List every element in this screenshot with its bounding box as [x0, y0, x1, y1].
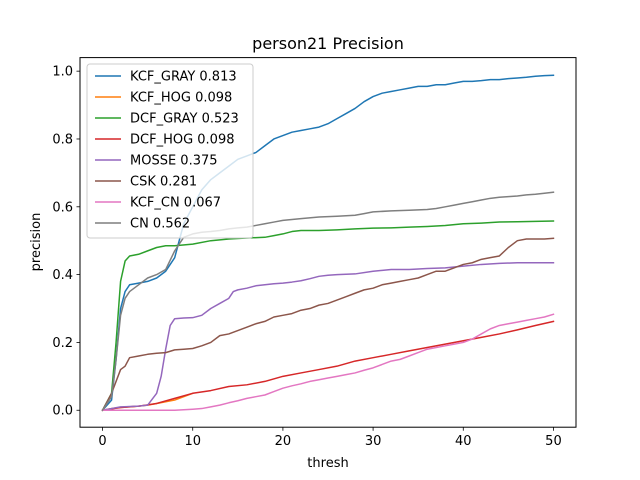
legend-box: [86, 63, 254, 239]
series-line-2: [101, 220, 555, 412]
legend: KCF_GRAY 0.813 KCF_HOG 0.098 DCF_GRAY 0.52…: [86, 63, 254, 239]
legend-entry-5: CSK 0.281: [130, 175, 197, 190]
y-tick-label: 0.2: [52, 336, 73, 351]
series-line-7: [101, 191, 555, 412]
series-line-0: [101, 74, 555, 412]
legend-entry-4: MOSSE 0.375: [130, 154, 218, 169]
series-line-4: [101, 261, 555, 412]
legend-entry-2: DCF_GRAY 0.523: [130, 112, 239, 127]
legend-entry-7: CN 0.562: [130, 217, 190, 232]
series-line-6: [101, 313, 555, 411]
legend-entry-1: KCF_HOG 0.098: [130, 91, 232, 106]
x-tick-label: 30: [365, 434, 382, 449]
x-axis-label: thresh: [307, 456, 348, 471]
plot-frame: [79, 57, 577, 428]
y-tick-label: 1.0: [52, 65, 73, 80]
legend-entry-6: KCF_CN 0.067: [130, 196, 221, 211]
y-tick-label: 0.0: [52, 404, 73, 419]
x-tick-label: 0: [98, 434, 106, 449]
y-tick-label: 0.8: [52, 132, 73, 147]
series-layer: [101, 74, 555, 412]
x-axis: 0 10 20 30 40 50: [98, 427, 562, 449]
chart-title: person21 Precision: [252, 34, 404, 53]
y-tick-label: 0.4: [52, 268, 73, 283]
series-line-3: [101, 320, 555, 412]
x-tick-label: 50: [545, 434, 562, 449]
legend-entry-0: KCF_GRAY 0.813: [130, 70, 237, 85]
y-axis: 0.0 0.2 0.4 0.6 0.8 1.0: [52, 65, 80, 419]
x-tick-label: 40: [455, 434, 472, 449]
x-tick-label: 10: [184, 434, 201, 449]
legend-entry-3: DCF_HOG 0.098: [130, 133, 235, 148]
series-line-5: [101, 237, 555, 412]
x-tick-label: 20: [275, 434, 292, 449]
y-axis-label: precision: [29, 213, 44, 272]
y-tick-label: 0.6: [52, 200, 73, 215]
